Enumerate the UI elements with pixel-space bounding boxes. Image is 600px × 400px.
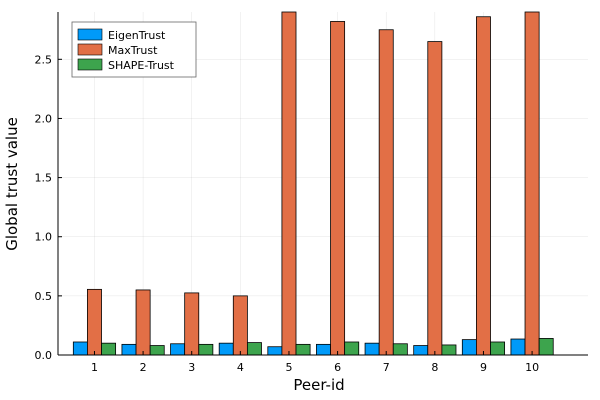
bar-shape-trust-peer-4 xyxy=(246,342,262,356)
legend-label-maxtrust: MaxTrust xyxy=(108,44,158,57)
x-tick-label-4: 4 xyxy=(237,361,244,374)
bar-maxtrust-peer-9 xyxy=(476,16,491,356)
bar-shape-trust-peer-10 xyxy=(538,338,554,356)
y-tick-label-0: 0.0 xyxy=(35,349,53,362)
legend-swatch-eigentrust xyxy=(77,28,103,41)
y-tick-label-5: 2.5 xyxy=(35,53,53,66)
y-tick-label-2: 1.0 xyxy=(35,231,53,244)
x-tick-label-7: 7 xyxy=(383,361,390,374)
bar-eigentrust-peer-2 xyxy=(121,343,137,356)
y-tick-label-3: 1.5 xyxy=(35,172,53,185)
y-tick-label-1: 0.5 xyxy=(35,290,53,303)
bar-shape-trust-peer-7 xyxy=(392,343,408,356)
bar-shape-trust-peer-5 xyxy=(295,343,311,356)
bar-eigentrust-peer-6 xyxy=(316,343,331,356)
bar-shape-trust-peer-9 xyxy=(490,341,506,356)
bar-maxtrust-peer-1 xyxy=(87,288,102,356)
x-tick-label-2: 2 xyxy=(140,361,147,374)
bar-eigentrust-peer-5 xyxy=(267,346,283,356)
bar-maxtrust-peer-7 xyxy=(378,29,394,356)
bar-shape-trust-peer-2 xyxy=(149,345,165,356)
bar-shape-trust-peer-6 xyxy=(344,341,360,356)
legend-label-shape-trust: SHAPE-Trust xyxy=(108,59,175,72)
bar-eigentrust-peer-3 xyxy=(170,343,186,356)
bar-shape-trust-peer-1 xyxy=(101,342,117,356)
bar-maxtrust-peer-4 xyxy=(232,295,248,356)
y-tick-label-4: 2.0 xyxy=(35,112,53,125)
bar-maxtrust-peer-10 xyxy=(524,11,540,356)
legend: EigenTrust MaxTrust SHAPE-Trust xyxy=(71,21,197,78)
legend-swatch-maxtrust xyxy=(77,43,103,56)
bar-shape-trust-peer-8 xyxy=(441,344,457,356)
bar-maxtrust-peer-2 xyxy=(135,289,151,356)
bar-maxtrust-peer-6 xyxy=(330,21,346,356)
x-tick-label-1: 1 xyxy=(91,361,98,374)
legend-swatch-shape-trust xyxy=(77,58,103,71)
legend-label-eigentrust: EigenTrust xyxy=(108,29,166,42)
bar-maxtrust-peer-5 xyxy=(281,11,297,356)
y-axis-title: Global trust value xyxy=(3,117,21,251)
x-tick-label-9: 9 xyxy=(480,361,487,374)
bar-eigentrust-peer-7 xyxy=(364,342,380,356)
x-tick-label-5: 5 xyxy=(285,361,292,374)
bar-maxtrust-peer-8 xyxy=(427,41,443,356)
x-tick-label-3: 3 xyxy=(188,361,195,374)
bar-eigentrust-peer-10 xyxy=(510,338,526,356)
bar-shape-trust-peer-3 xyxy=(198,343,214,356)
x-axis-title: Peer-id xyxy=(293,376,344,394)
bar-eigentrust-peer-9 xyxy=(461,339,477,356)
bars xyxy=(72,11,554,356)
bar-eigentrust-peer-4 xyxy=(218,342,234,356)
bar-maxtrust-peer-3 xyxy=(184,292,200,356)
bar-eigentrust-peer-1 xyxy=(72,341,88,356)
x-tick-label-10: 10 xyxy=(525,361,539,374)
x-tick-label-8: 8 xyxy=(431,361,438,374)
axes xyxy=(57,12,588,356)
tick-labels: 0.0 0.5 1.0 1.5 2.0 2.5 1 2 3 4 5 6 7 8 9 10 xyxy=(35,53,540,374)
x-tick-label-6: 6 xyxy=(334,361,341,374)
bar-eigentrust-peer-8 xyxy=(413,345,429,356)
